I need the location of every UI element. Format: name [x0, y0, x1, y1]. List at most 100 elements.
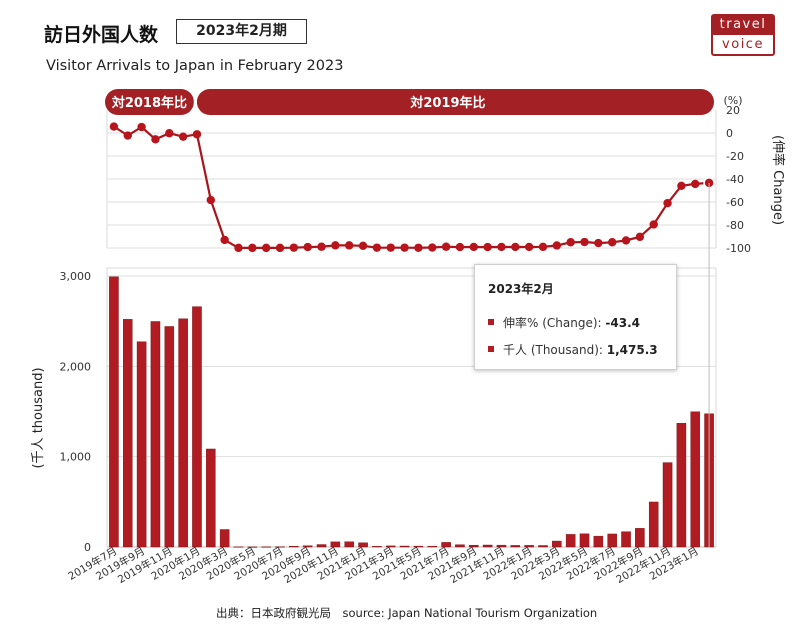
line-unit-label: (%) — [723, 94, 742, 107]
bar — [302, 545, 313, 548]
line-point — [123, 131, 132, 140]
line-point — [552, 241, 562, 250]
line-point — [455, 242, 465, 252]
line-y-axis-title: (伸率 Change) — [770, 135, 786, 225]
bar — [206, 448, 216, 548]
bar-y-axis-title: (千人 thousand) — [31, 367, 46, 468]
line-point — [538, 242, 548, 252]
bar — [289, 546, 299, 548]
tooltip-change-value: -43.4 — [605, 316, 640, 330]
tooltip-change-label: 伸率% (Change): — [503, 316, 606, 330]
travelvoice-logo: travel voice — [711, 14, 775, 56]
line-point — [165, 129, 174, 138]
bar — [233, 546, 244, 548]
tooltip-thousand-label: 千人 (Thousand): — [503, 343, 607, 357]
line-point — [441, 242, 451, 251]
line-point — [483, 242, 492, 252]
page-title: 訪日外国人数 — [44, 24, 159, 46]
band-2018-label: 対2018年比 — [111, 95, 187, 111]
line-ytick-label: -80 — [726, 219, 744, 232]
line-point — [178, 132, 188, 141]
line-point — [469, 242, 478, 252]
line-series — [109, 122, 715, 547]
line-point — [511, 242, 520, 252]
line-point — [635, 232, 645, 242]
line-point — [414, 243, 423, 252]
bar — [676, 423, 687, 548]
bar — [635, 528, 645, 548]
line-point — [663, 198, 672, 208]
bar-ytick-label: 2,000 — [60, 360, 92, 373]
line-point — [497, 242, 506, 252]
bar — [510, 545, 521, 548]
line-point — [137, 122, 146, 132]
line-point — [386, 243, 395, 252]
line-point — [275, 243, 285, 253]
line-ytick-label: 20 — [726, 104, 740, 117]
line-ytick-label: 0 — [726, 127, 733, 140]
bar — [413, 545, 424, 548]
line-point — [524, 242, 534, 252]
line-point — [621, 236, 631, 245]
bar — [441, 542, 451, 548]
bar — [565, 534, 576, 548]
line-point — [400, 243, 409, 252]
band-2019-label: 対2019年比 — [409, 95, 485, 111]
line-point — [248, 243, 257, 253]
line-series-swatch — [488, 319, 494, 325]
bar — [607, 533, 617, 548]
bar — [469, 544, 479, 548]
bar — [690, 411, 701, 548]
line-point — [594, 238, 603, 248]
bar-ytick-label: 3,000 — [60, 270, 92, 283]
line-point — [580, 237, 589, 247]
line-point — [206, 195, 216, 205]
bar — [136, 341, 147, 548]
bar-series-swatch — [488, 346, 494, 352]
band-2019-background — [196, 89, 715, 115]
line-point — [677, 181, 686, 190]
bar — [455, 544, 465, 548]
line-ytick-label: -40 — [726, 173, 744, 186]
line-point — [151, 135, 160, 144]
bar — [330, 541, 341, 548]
page-subtitle: Visitor Arrivals to Japan in February 20… — [46, 58, 344, 74]
line-point — [607, 238, 617, 247]
line-point — [303, 242, 312, 252]
bar — [372, 546, 382, 548]
bar — [122, 319, 133, 548]
bar — [275, 546, 285, 548]
line-ytick-label: -20 — [726, 150, 744, 163]
line-ytick-label: -60 — [726, 196, 744, 209]
line-point — [358, 241, 368, 251]
line-ytick-label: -100 — [726, 242, 751, 255]
bar — [399, 545, 410, 548]
bar — [344, 541, 354, 548]
bar-ytick-label: 1,000 — [60, 451, 92, 464]
bar — [524, 545, 534, 548]
line-point — [192, 130, 202, 139]
logo-top-text: travel — [713, 16, 773, 35]
line-point — [234, 243, 243, 253]
bar — [247, 546, 258, 548]
tooltip-thousand-value: 1,475.3 — [606, 343, 658, 357]
bar — [150, 321, 161, 548]
tooltip-change-row: 伸率% (Change): -43.4 — [488, 314, 640, 331]
line-point — [220, 235, 229, 245]
bar — [385, 545, 396, 548]
line-point — [261, 243, 271, 253]
line-point — [331, 241, 340, 250]
band-divider — [193, 89, 197, 115]
change-line — [113, 125, 710, 249]
bar — [552, 540, 562, 548]
comparison-bands: 対2018年比 対2019年比 — [105, 89, 715, 115]
bar — [648, 501, 659, 548]
line-point — [317, 242, 326, 251]
bar — [496, 544, 507, 548]
line-point — [289, 243, 299, 252]
bar — [593, 535, 604, 548]
bar — [316, 544, 327, 548]
bar-ytick-label: 0 — [84, 541, 91, 554]
bar — [358, 542, 368, 548]
